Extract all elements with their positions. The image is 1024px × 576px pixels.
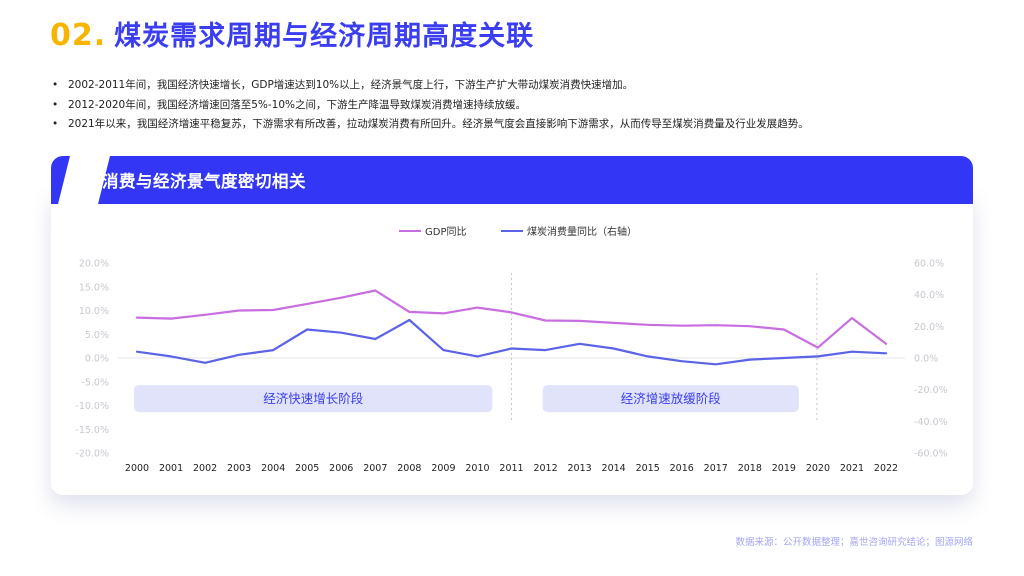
page-title: 02. 煤炭需求周期与经济周期高度关联 (50, 14, 534, 53)
legend-item-gdp: GDP同比 (399, 223, 466, 238)
bullet-item: 2021年以来，我国经济增速平稳复苏，下游需求有所改善，拉动煤炭消费有所回升。经… (52, 115, 992, 135)
x-tick: 2007 (363, 463, 387, 474)
chart-card (51, 190, 973, 495)
x-tick: 2018 (738, 463, 762, 474)
phase-label: 经济快速增长阶段 (263, 391, 363, 406)
legend-swatch-gdp (399, 229, 421, 232)
y-right-tick: 0.0% (914, 354, 938, 365)
y-left-tick: -5.0% (81, 377, 109, 388)
y-right-tick: -60.0% (914, 449, 948, 460)
bullet-list: 2002-2011年间，我国经济快速增长，GDP增速达到10%以上，经济景气度上… (52, 76, 992, 135)
title-text: 煤炭需求周期与经济周期高度关联 (114, 21, 535, 52)
x-tick: 2000 (125, 463, 149, 474)
x-tick: 2002 (193, 463, 217, 474)
phase-box (542, 385, 799, 413)
title-number: 02. (50, 18, 107, 53)
x-tick: 2017 (704, 463, 728, 474)
x-tick: 2004 (261, 463, 285, 474)
x-tick: 2015 (636, 463, 660, 474)
x-tick: 2012 (533, 463, 557, 474)
y-right-tick: 40.0% (914, 290, 944, 301)
x-tick: 2010 (465, 463, 489, 474)
x-tick: 2006 (329, 463, 353, 474)
x-tick: 2014 (602, 463, 626, 474)
y-left-tick: 20.0% (79, 259, 109, 270)
y-left-tick: -10.0% (75, 401, 109, 412)
x-tick: 2016 (670, 463, 694, 474)
source-note: 数据来源：公开数据整理；嘉世咨询研究结论；图源网络 (735, 537, 973, 548)
bullet-item: 2012-2020年间，我国经济增速回落至5%-10%之间，下游生产降温导致煤炭… (52, 96, 992, 116)
legend-swatch-coal (501, 229, 523, 232)
x-tick: 2022 (874, 463, 898, 474)
legend-label-gdp: GDP同比 (425, 227, 467, 238)
card-header (51, 156, 973, 204)
y-right-tick: -20.0% (914, 385, 948, 396)
y-left-tick: -20.0% (75, 449, 109, 460)
bullet-item: 2002-2011年间，我国经济快速增长，GDP增速达到10%以上，经济景气度上… (52, 76, 992, 96)
phase-label: 经济增速放缓阶段 (621, 391, 721, 406)
y-left-tick: -15.0% (75, 425, 109, 436)
phase-box (134, 385, 493, 413)
x-tick: 2008 (397, 463, 421, 474)
x-tick: 2011 (499, 463, 523, 474)
y-left-tick: 10.0% (79, 306, 109, 317)
card-header-title: 煤炭消费与经济景气度密切相关 (68, 172, 306, 191)
y-left-tick: 15.0% (79, 282, 109, 293)
legend-item-coal: 煤炭消费量同比（右轴） (501, 223, 637, 238)
x-tick: 2019 (772, 463, 796, 474)
x-tick: 2021 (840, 463, 864, 474)
x-tick: 2001 (159, 463, 183, 474)
y-left-tick: 0.0% (85, 354, 109, 365)
y-left-tick: 5.0% (85, 330, 109, 341)
x-tick: 2020 (806, 463, 830, 474)
legend-label-coal: 煤炭消费量同比（右轴） (527, 227, 637, 238)
y-right-tick: 20.0% (914, 322, 944, 333)
y-right-tick: 60.0% (914, 259, 944, 270)
x-tick: 2013 (567, 463, 591, 474)
x-tick: 2003 (227, 463, 251, 474)
x-tick: 2005 (295, 463, 319, 474)
y-right-tick: -40.0% (914, 417, 948, 428)
x-tick: 2009 (431, 463, 455, 474)
